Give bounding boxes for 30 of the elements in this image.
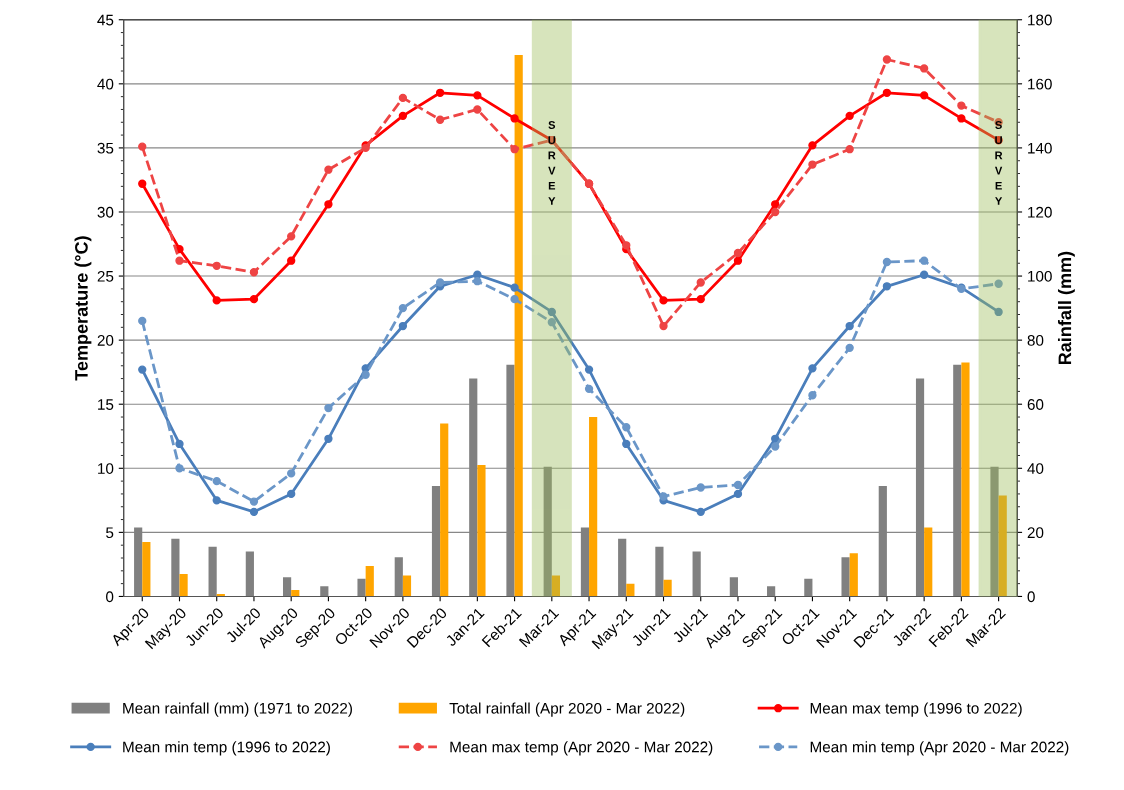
y-tick-label: 15 xyxy=(98,399,114,410)
y2-axis-title: Rainfall (mm) xyxy=(1057,251,1075,365)
y-axis-title: Temperature (°C) xyxy=(74,236,92,381)
y2-tick-label: 20 xyxy=(1027,527,1044,539)
y-tick-label: 20 xyxy=(97,335,114,346)
y-tick-label: 35 xyxy=(97,142,114,154)
y-tick-label: 0 xyxy=(106,591,114,603)
y2-tick-label: 140 xyxy=(1028,142,1052,154)
y-tick-label: 25 xyxy=(97,270,114,282)
y-tick-label: 40 xyxy=(97,78,114,90)
band-label: SURVEY xyxy=(994,121,1003,205)
y-tick-label: 10 xyxy=(98,463,114,474)
legend-label: Mean max temp (1996 to 2022) xyxy=(810,702,1022,717)
y-tick-label: 45 xyxy=(97,14,114,26)
y-tick-label: 5 xyxy=(106,527,114,539)
y2-tick-label: 100 xyxy=(1028,270,1052,282)
legend-label: Mean max temp (Apr 2020 - Mar 2022) xyxy=(450,741,713,756)
y2-tick-label: 120 xyxy=(1028,206,1052,218)
legend-label: Total rainfall (Apr 2020 - Mar 2022) xyxy=(449,702,685,717)
y2-tick-label: 40 xyxy=(1027,463,1044,474)
band-label: SURVEY xyxy=(548,121,556,205)
y2-tick-label: 80 xyxy=(1027,335,1044,346)
y2-tick-label: 180 xyxy=(1028,14,1052,26)
y-tick-label: 30 xyxy=(97,206,114,218)
legend-label: Mean rainfall (mm) (1971 to 2022) xyxy=(123,702,352,717)
y2-tick-label: 60 xyxy=(1027,399,1044,410)
y2-tick-label: 0 xyxy=(1027,591,1035,603)
legend-label: Mean min temp (1996 to 2022) xyxy=(123,741,330,756)
y2-tick-label: 160 xyxy=(1028,78,1052,90)
legend-label: Mean min temp (Apr 2020 - Mar 2022) xyxy=(810,741,1069,756)
